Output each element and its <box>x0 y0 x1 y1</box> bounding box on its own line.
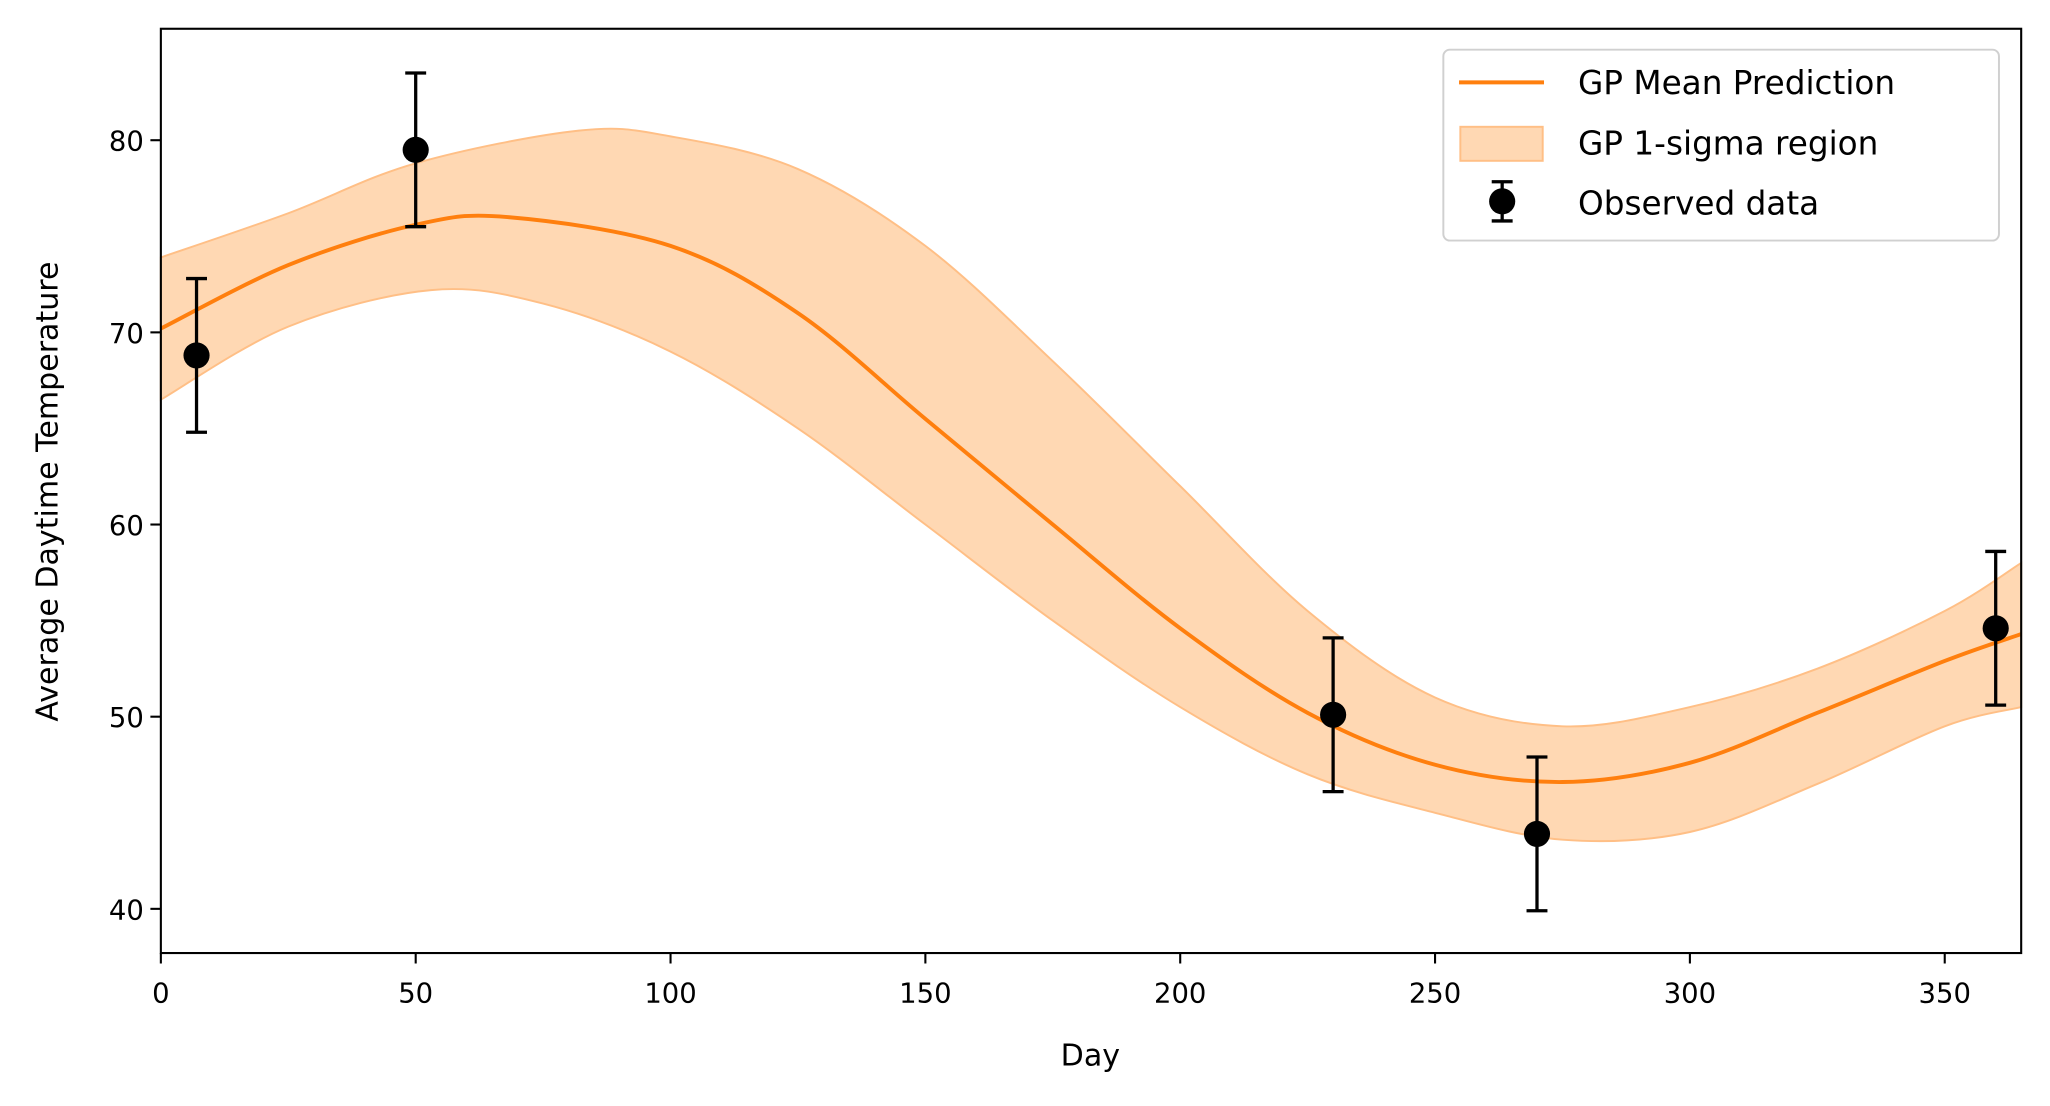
observed-marker <box>1982 615 2009 642</box>
observed-point <box>183 276 210 434</box>
y-tick-label: 70 <box>109 319 144 350</box>
observed-point <box>1320 636 1347 794</box>
observed-point <box>402 71 429 229</box>
legend: GP Mean Prediction GP 1-sigma region Obs… <box>1442 48 2000 242</box>
legend-box <box>1442 48 2000 242</box>
y-axis-ticks: 40 50 60 70 80 <box>109 127 161 926</box>
x-tick-label: 100 <box>644 979 696 1010</box>
y-tick-label: 40 <box>109 895 144 926</box>
x-tick-label: 0 <box>152 979 169 1010</box>
observed-marker <box>183 342 210 369</box>
x-tick-label: 200 <box>1154 979 1206 1010</box>
x-axis-label: Day <box>1061 1038 1120 1073</box>
legend-band-label: GP 1-sigma region <box>1578 124 1878 162</box>
x-tick-label: 150 <box>899 979 951 1010</box>
x-tick-label: 350 <box>1919 979 1971 1010</box>
legend-mean-label: GP Mean Prediction <box>1578 64 1895 102</box>
x-tick-label: 50 <box>398 979 433 1010</box>
observed-points <box>183 71 2009 913</box>
legend-observed-label: Observed data <box>1578 184 1819 222</box>
y-axis-label: Average Daytime Temperature <box>31 262 66 722</box>
observed-point <box>1982 549 2009 707</box>
mean-line-path <box>159 213 2022 784</box>
y-tick-label: 60 <box>109 511 144 542</box>
observed-marker <box>1523 820 1551 847</box>
y-tick-label: 80 <box>109 127 144 158</box>
x-tick-label: 250 <box>1409 979 1461 1010</box>
observed-point <box>1523 755 1551 913</box>
x-tick-label: 300 <box>1664 979 1716 1010</box>
legend-band-swatch <box>1459 125 1544 162</box>
x-axis-ticks: 0 50 100 150 200 250 300 350 <box>152 953 1971 1010</box>
observed-marker <box>1320 701 1347 728</box>
mean-line <box>159 213 2022 784</box>
plot-frame <box>159 27 2023 955</box>
legend-observed-swatch <box>1489 180 1516 223</box>
observed-marker <box>402 136 429 163</box>
y-tick-label: 50 <box>109 703 144 734</box>
